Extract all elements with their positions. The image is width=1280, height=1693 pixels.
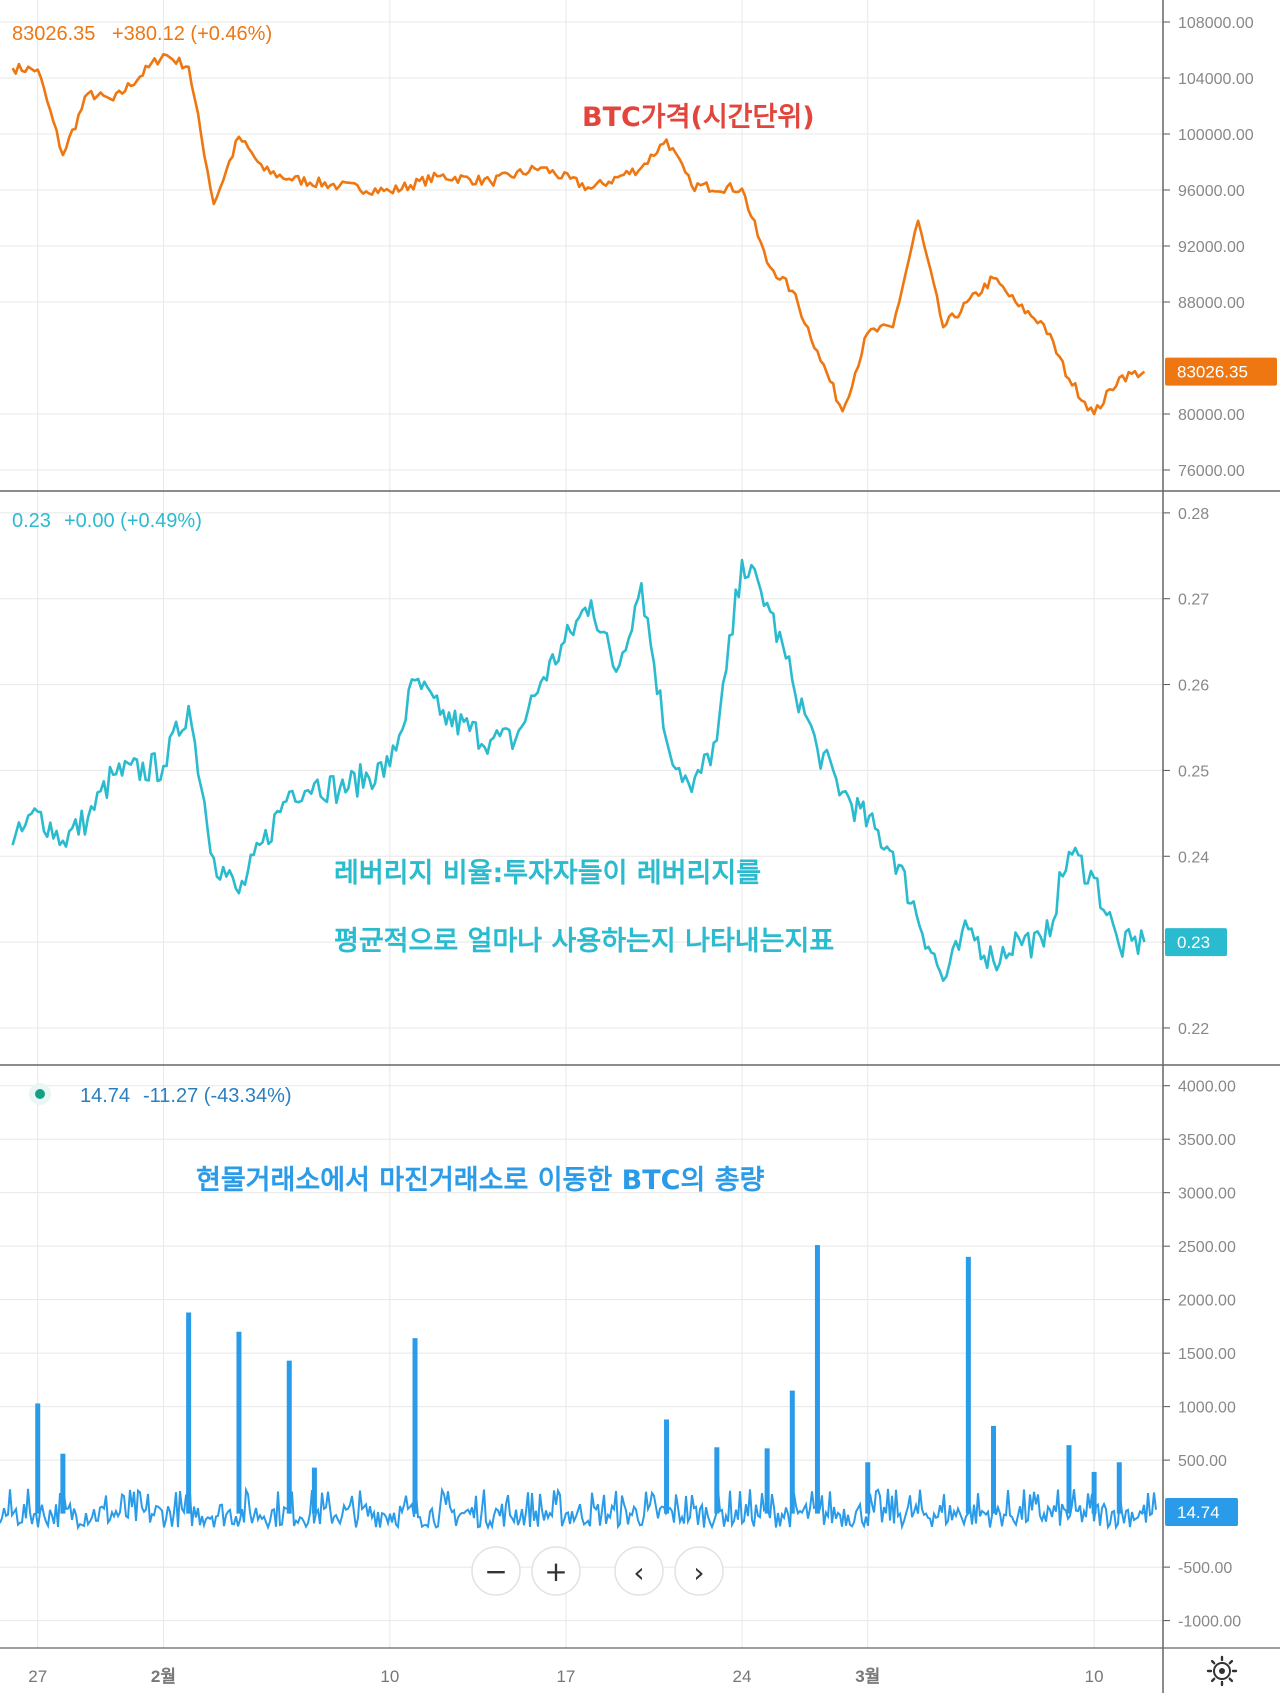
zoom-out-glyph: − — [484, 1555, 507, 1588]
flow-spike-bar — [991, 1425, 997, 1514]
y-tick-label: 0.28 — [1178, 506, 1209, 523]
y-tick-label: 500.00 — [1178, 1453, 1227, 1470]
chart-navigation: − + ‹ › — [471, 1546, 724, 1596]
flow-spike-bar — [311, 1467, 317, 1514]
y-tick-label: 88000.00 — [1178, 295, 1245, 312]
flow-spike-bar — [664, 1419, 670, 1514]
flow-y-ticks: 4000.00 3500.00 3000.00 2500.00 2000.00 1500.… — [1163, 1079, 1241, 1631]
y-tick-label: -1000.00 — [1178, 1614, 1241, 1631]
flow-spike-bar — [764, 1448, 770, 1514]
flow-spike-bar — [412, 1338, 418, 1514]
x-tick-label: 24 — [733, 1667, 752, 1686]
flow-spikes — [35, 1245, 1147, 1514]
flow-spike-bar — [1141, 1512, 1147, 1514]
y-tick-label: 0.25 — [1178, 763, 1209, 780]
leverage-annotation-line2: 평균적으로 얼마나 사용하는지 나타내는지표 — [334, 926, 834, 957]
y-tick-label: 76000.00 — [1178, 463, 1245, 480]
flow-legend-change: -11.27 (-43.34%) — [143, 1085, 292, 1107]
y-tick-label: 100000.00 — [1178, 127, 1254, 144]
chevron-left-icon: ‹ — [633, 1556, 644, 1589]
price-pane[interactable]: 108000.00 104000.00 100000.00 96000.00 92000… — [11, 15, 1277, 480]
flow-spike-bar — [814, 1245, 820, 1514]
flow-spike-bar — [35, 1403, 41, 1514]
y-tick-label: 1500.00 — [1178, 1346, 1236, 1363]
leverage-line — [11, 558, 1146, 983]
price-y-ticks: 108000.00 104000.00 100000.00 96000.00 92000… — [1163, 15, 1254, 480]
y-tick-label: 3000.00 — [1178, 1186, 1236, 1203]
zoom-out-button[interactable]: − — [471, 1546, 521, 1596]
gear-icon[interactable] — [1206, 1655, 1238, 1687]
y-tick-label: 104000.00 — [1178, 71, 1254, 88]
y-tick-label: 2500.00 — [1178, 1239, 1236, 1256]
flow-last-value-badge: 14.74 — [1165, 1498, 1238, 1527]
flow-spike-bar — [236, 1331, 242, 1514]
x-tick-label: 3월 — [855, 1667, 880, 1686]
zoom-in-button[interactable]: + — [531, 1546, 581, 1596]
flow-pane[interactable]: 4000.00 3500.00 3000.00 2500.00 2000.00 1500.… — [0, 1079, 1241, 1631]
time-axis[interactable]: 27 2월 10 17 24 3월 10 — [28, 1667, 1103, 1686]
leverage-legend-value: 0.23 — [12, 510, 51, 532]
flow-spike-bar — [60, 1453, 66, 1514]
price-badge-text: 83026.35 — [1177, 363, 1248, 382]
y-tick-label: 3500.00 — [1178, 1132, 1236, 1149]
x-tick-label: 2월 — [151, 1667, 176, 1686]
leverage-pane[interactable]: 0.28 0.27 0.26 0.25 0.24 0.23 0.22 0.23 +0.00 … — [11, 506, 1227, 1038]
y-tick-label: 92000.00 — [1178, 239, 1245, 256]
y-tick-label: 108000.00 — [1178, 15, 1254, 32]
price-legend-change: +380.12 (+0.46%) — [112, 23, 272, 45]
y-tick-label: 96000.00 — [1178, 183, 1245, 200]
scroll-left-button[interactable]: ‹ — [614, 1546, 664, 1596]
y-tick-label: 4000.00 — [1178, 1079, 1236, 1096]
flow-legend-value: 14.74 — [80, 1085, 130, 1107]
leverage-last-value-badge: 0.23 — [1165, 928, 1227, 957]
flow-spike-bar — [965, 1256, 971, 1514]
grid — [0, 0, 1163, 1648]
y-tick-label: 80000.00 — [1178, 407, 1245, 424]
chevron-right-icon: › — [693, 1556, 704, 1589]
y-tick-label: 0.26 — [1178, 678, 1209, 695]
flow-spike-bar — [1091, 1471, 1097, 1514]
price-line — [11, 52, 1146, 416]
leverage-y-ticks: 0.28 0.27 0.26 0.25 0.24 0.23 0.22 — [1163, 506, 1209, 1038]
x-tick-label: 10 — [1085, 1667, 1104, 1686]
price-annotation: BTC가격(시간단위) — [582, 102, 815, 133]
zoom-in-glyph: + — [544, 1555, 567, 1588]
x-tick-label: 27 — [28, 1667, 47, 1686]
x-tick-label: 17 — [556, 1667, 575, 1686]
y-tick-label: 0.27 — [1178, 592, 1209, 609]
y-tick-label: 0.24 — [1178, 849, 1209, 866]
flow-spike-bar — [1066, 1445, 1072, 1514]
y-tick-label: 0.22 — [1178, 1021, 1209, 1038]
price-legend-value: 83026.35 — [12, 23, 95, 45]
leverage-legend-change: +0.00 (+0.49%) — [64, 510, 202, 532]
price-last-value-badge: 83026.35 — [1165, 357, 1277, 386]
x-tick-label: 10 — [380, 1667, 399, 1686]
flow-spike-bar — [286, 1360, 292, 1514]
leverage-annotation-line1: 레버리지 비율:투자자들이 레버리지를 — [334, 858, 761, 889]
flow-annotation: 현물거래소에서 마진거래소로 이동한 BTC의 총량 — [196, 1165, 765, 1196]
flow-noise-baseline — [0, 1486, 1157, 1531]
scroll-right-button[interactable]: › — [674, 1546, 724, 1596]
y-tick-label: 2000.00 — [1178, 1293, 1236, 1310]
flow-spike-bar — [865, 1462, 871, 1514]
leverage-badge-text: 0.23 — [1177, 933, 1210, 952]
flow-spike-bar — [186, 1312, 192, 1514]
y-tick-label: -500.00 — [1178, 1560, 1232, 1577]
flow-spike-bar — [789, 1390, 795, 1514]
flow-badge-text: 14.74 — [1177, 1503, 1220, 1522]
flow-spike-bar — [1116, 1462, 1122, 1514]
flow-legend-dot-inner — [35, 1089, 45, 1099]
y-tick-label: 1000.00 — [1178, 1400, 1236, 1417]
flow-spike-bar — [714, 1447, 720, 1514]
